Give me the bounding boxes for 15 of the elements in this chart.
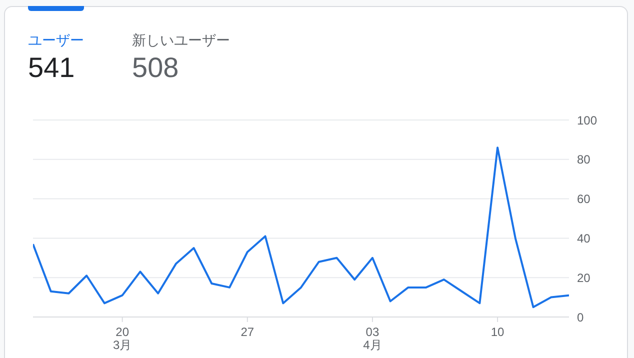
x-tick-label: 03 4月 (363, 325, 382, 352)
text: 508 (132, 52, 179, 84)
x-tick-label: 20 3月 (112, 325, 132, 352)
y-tick-label: 60 (577, 192, 591, 206)
y-tick-label: 100 (577, 113, 598, 128)
text: 541 (28, 52, 75, 84)
y-tick-label: 20 (577, 270, 591, 285)
line-series (33, 146, 569, 308)
text: ユーザー (28, 32, 84, 50)
y-tick-label: 0 (577, 310, 584, 324)
y-tick-label: 80 (577, 152, 591, 167)
x-tick-label: 27 (240, 325, 254, 339)
y-tick-label: 40 (577, 231, 591, 246)
text: 新しいユーザー (132, 32, 230, 50)
x-tick-label: 10 (490, 325, 505, 339)
